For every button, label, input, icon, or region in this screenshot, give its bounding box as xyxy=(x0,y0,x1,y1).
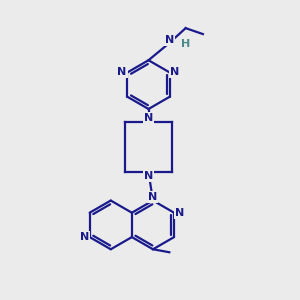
Text: N: N xyxy=(80,232,89,242)
Text: N: N xyxy=(175,208,184,218)
Text: N: N xyxy=(165,35,174,45)
Text: H: H xyxy=(181,40,190,50)
Text: N: N xyxy=(144,171,153,181)
Text: N: N xyxy=(170,68,180,77)
Text: N: N xyxy=(148,192,158,202)
Text: N: N xyxy=(117,68,127,77)
Text: N: N xyxy=(144,113,153,123)
